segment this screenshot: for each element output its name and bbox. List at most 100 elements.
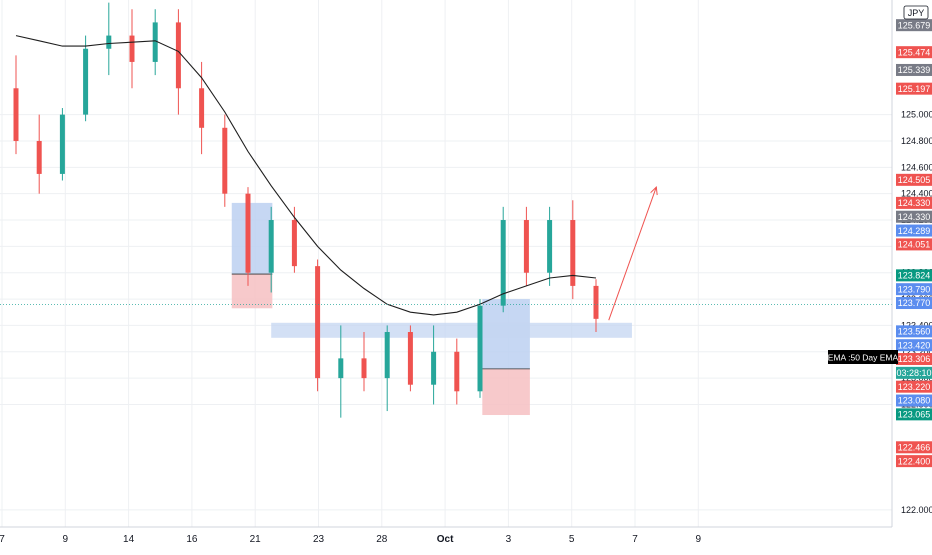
bear-candle: [199, 88, 205, 128]
ema-line: [15, 35, 597, 316]
price-tag-label: 123.306: [898, 354, 931, 364]
currency-badge[interactable]: JPY: [903, 5, 929, 20]
price-tag-label: 125.679: [898, 20, 931, 30]
bear-candle: [407, 332, 413, 385]
price-tag: 125.679: [896, 19, 932, 32]
y-tick-label: 123.200: [901, 347, 932, 357]
price-tag: 123.790: [896, 283, 932, 296]
price-tag-label: 123.220: [898, 382, 931, 392]
price-tag-bg: [896, 224, 932, 237]
y-tick-label: 124.800: [901, 136, 932, 146]
price-tag-bg: [896, 173, 932, 186]
drawings: [0, 186, 892, 321]
bull-candle: [500, 220, 506, 306]
price-tag: 124.330: [896, 196, 932, 209]
x-tick-label: 9: [696, 534, 702, 545]
trade-zones: [231, 202, 632, 416]
price-tag-bg: [896, 283, 932, 296]
x-tick-label: 21: [250, 534, 262, 545]
bull-candle: [106, 35, 112, 49]
price-tag-bg: [896, 297, 932, 310]
price-tag: 124.330: [896, 210, 932, 223]
price-tag-bg: [896, 269, 932, 282]
x-tick-label: 3: [506, 534, 512, 545]
price-tag: 124.289: [896, 224, 932, 237]
price-tag: 125.474: [896, 46, 932, 59]
price-tag: 03:28:10: [896, 366, 932, 379]
x-tick-label: 7: [0, 534, 5, 545]
bull-candle: [59, 114, 65, 174]
price-tag-label: 03:28:10: [896, 368, 931, 378]
bear-candle: [129, 35, 135, 62]
price-tag: 123.560: [896, 325, 932, 338]
price-tags: 125.679 125.474 125.339 125.197 124.505 124.3…: [896, 19, 932, 468]
price-tag-label: 124.051: [898, 240, 931, 250]
price-tag-label: 123.770: [898, 298, 931, 308]
bear-candle: [454, 351, 460, 392]
price-tag-bg: [896, 353, 932, 366]
price-tag-label: 125.339: [898, 65, 931, 75]
price-tag: 123.220: [896, 380, 932, 393]
x-axis-ticks: 7 9 14 16 21 23 28 Oct 3 5 7 9: [0, 534, 702, 545]
stop-loss-zone: [482, 368, 530, 416]
price-tag-bg: [896, 366, 932, 379]
y-tick-label: 124.600: [901, 162, 932, 172]
support-zone: [271, 322, 632, 338]
price-tag-bg: [896, 455, 932, 468]
price-tag: 123.420: [896, 339, 932, 352]
bear-candle: [36, 140, 42, 174]
ema-indicator-label: EMA :50 Day EMA: [828, 350, 899, 364]
price-tag-label: 124.330: [898, 212, 931, 222]
price-tag-label: 125.474: [898, 47, 931, 57]
bear-candle: [361, 358, 367, 379]
bear-candle: [13, 88, 19, 141]
price-tag-label: 122.400: [898, 456, 931, 466]
x-tick-label: 9: [63, 534, 69, 545]
bull-candle: [338, 358, 344, 379]
bull-candle: [477, 305, 483, 392]
x-tick-label: 5: [569, 534, 575, 545]
price-tag: 124.051: [896, 238, 932, 251]
bull-candle: [384, 332, 390, 379]
x-tick-label: 23: [313, 534, 325, 545]
price-tag-label: 125.197: [898, 84, 931, 94]
price-tag: 123.080: [896, 394, 932, 407]
price-tag-bg: [896, 19, 932, 32]
bear-candle: [222, 127, 228, 194]
price-tag-bg: [896, 63, 932, 76]
x-tick-label: 14: [123, 534, 135, 545]
x-tick-label: 28: [376, 534, 388, 545]
price-tag-label: 124.505: [898, 175, 931, 185]
bear-candle: [570, 220, 576, 286]
price-tag: 123.306: [896, 353, 932, 366]
price-tag-label: 123.420: [898, 340, 931, 350]
price-tag-label: 123.080: [898, 396, 931, 406]
bear-candle: [593, 285, 599, 319]
projection-arrow: [608, 186, 657, 321]
bull-candle: [83, 48, 89, 115]
price-tag-bg: [896, 394, 932, 407]
bull-candle: [431, 351, 437, 385]
price-tag-label: 123.065: [898, 410, 931, 420]
svg-text:EMA :50 Day EMA: EMA :50 Day EMA: [828, 353, 899, 363]
price-tag-label: 124.330: [898, 198, 931, 208]
price-tag-label: 123.824: [898, 271, 931, 281]
price-tag: 124.505: [896, 173, 932, 186]
bear-candle: [175, 22, 181, 89]
bear-candle: [291, 220, 297, 267]
price-tag: 123.770: [896, 297, 932, 310]
price-tag-label: 123.790: [898, 284, 931, 294]
x-tick-label: Oct: [437, 534, 454, 545]
price-tag-bg: [896, 408, 932, 421]
y-tick-label: 124.400: [901, 189, 932, 199]
price-tag-label: 124.289: [898, 226, 931, 236]
ema-50-line: [15, 35, 597, 316]
bear-candle: [523, 220, 529, 273]
svg-text:JPY: JPY: [908, 8, 925, 18]
bull-candle: [268, 220, 274, 273]
long-position-zone: [231, 202, 273, 275]
projection-arrowhead: [650, 186, 658, 196]
